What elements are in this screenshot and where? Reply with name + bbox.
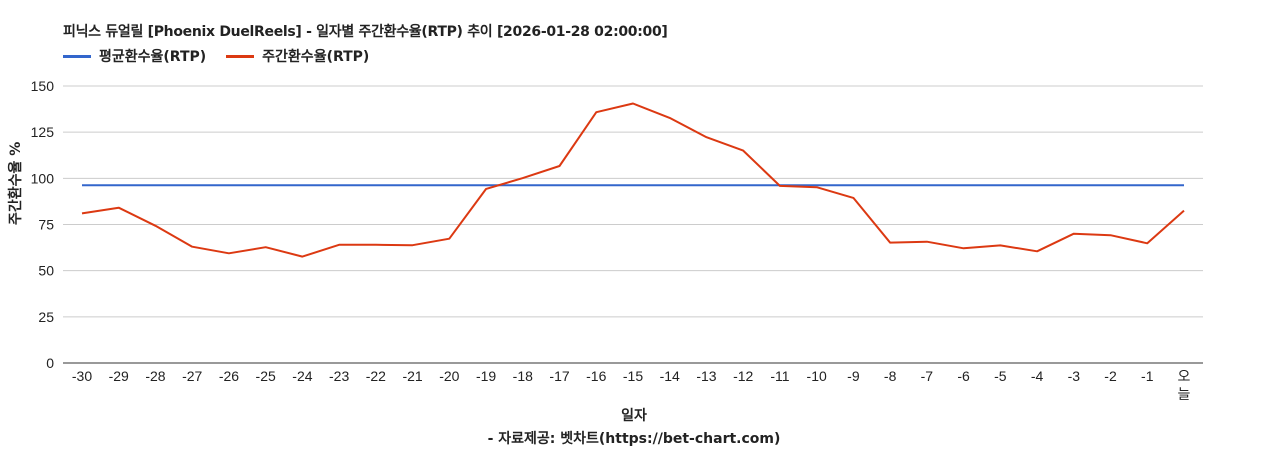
x-tick-label: -26 xyxy=(219,368,239,384)
x-tick-label: -14 xyxy=(660,368,680,384)
weekly-rtp-line[interactable] xyxy=(81,102,1185,258)
x-tick-label: -17 xyxy=(549,368,569,384)
x-tick-label: -8 xyxy=(884,368,897,384)
legend-item-weekly-rtp[interactable]: 주간환수율(RTP) xyxy=(226,46,369,66)
x-tick-label: -18 xyxy=(513,368,533,384)
legend-label: 주간환수율(RTP) xyxy=(262,49,370,65)
x-tick-label: -30 xyxy=(72,368,92,384)
x-tick-label: -19 xyxy=(476,368,496,384)
x-tick-label: -15 xyxy=(623,368,643,384)
y-tick-label: 100 xyxy=(31,170,55,186)
x-tick-label: -23 xyxy=(329,368,349,384)
x-tick-label: -4 xyxy=(1031,368,1044,384)
chart-legend: 평균환수율(RTP) 주간환수율(RTP) xyxy=(63,46,389,66)
x-tick-label: -28 xyxy=(145,368,165,384)
x-tick-label: -9 xyxy=(847,368,860,384)
x-tick-label: -10 xyxy=(807,368,827,384)
legend-line-icon xyxy=(226,54,255,58)
x-tick-label: -5 xyxy=(994,368,1007,384)
x-tick-label: -20 xyxy=(439,368,459,384)
x-tick-label: -27 xyxy=(182,368,202,384)
x-tick-label: -25 xyxy=(256,368,276,384)
x-tick-label: -7 xyxy=(921,368,934,384)
x-tick-label: -16 xyxy=(586,368,606,384)
y-tick-label: 150 xyxy=(31,78,55,94)
x-tick-label: -12 xyxy=(733,368,753,384)
x-tick-label: -24 xyxy=(292,368,312,384)
x-tick-label: -13 xyxy=(696,368,716,384)
y-tick-label: 50 xyxy=(38,263,54,279)
data-source-credit: - 자료제공: 벳차트(https://bet-chart.com) xyxy=(487,431,781,447)
y-tick-label: 0 xyxy=(46,355,54,371)
y-tick-label: 125 xyxy=(31,124,55,140)
legend-label: 평균환수율(RTP) xyxy=(99,49,207,65)
x-tick-label: -3 xyxy=(1068,368,1081,384)
x-axis-label: 일자 xyxy=(621,408,647,424)
chart-title: 피닉스 듀얼릴 [Phoenix DuelReels] - 일자별 주간환수율(… xyxy=(63,24,668,40)
x-tick-label: -2 xyxy=(1104,368,1117,384)
x-tick-label: 오 xyxy=(1178,368,1191,384)
y-axis-label: 주간환수율 % xyxy=(8,141,24,225)
x-tick-label: -11 xyxy=(770,368,789,384)
y-tick-label: 25 xyxy=(38,309,54,325)
x-tick-label: 늘 xyxy=(1178,386,1191,402)
y-tick-label: 75 xyxy=(38,217,54,233)
x-tick-label: -1 xyxy=(1141,368,1154,384)
legend-line-icon xyxy=(63,54,91,58)
x-tick-label: -21 xyxy=(402,368,422,384)
x-tick-label: -29 xyxy=(109,368,129,384)
legend-item-average-rtp[interactable]: 평균환수율(RTP) xyxy=(63,46,206,66)
x-tick-label: -6 xyxy=(957,368,970,384)
x-tick-label: -22 xyxy=(366,368,386,384)
